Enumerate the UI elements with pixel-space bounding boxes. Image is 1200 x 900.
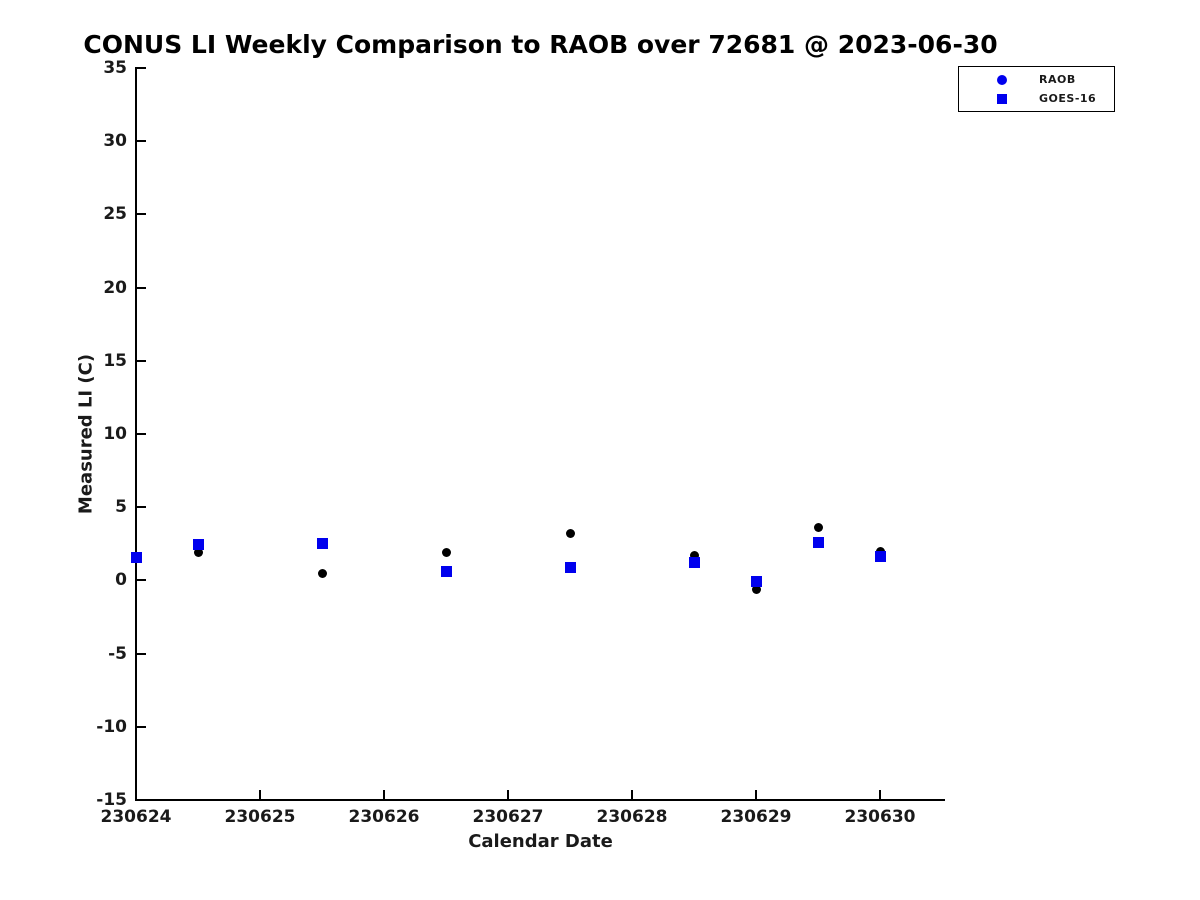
y-tick-mark bbox=[137, 67, 146, 69]
y-tick-mark bbox=[137, 579, 146, 582]
goes16-point bbox=[130, 552, 142, 564]
goes16-point bbox=[750, 576, 762, 588]
x-tick-mark bbox=[259, 790, 261, 799]
x-tick-label: 230626 bbox=[348, 807, 420, 827]
x-axis-line bbox=[135, 799, 945, 801]
raob-point bbox=[689, 551, 699, 560]
goes16-point bbox=[192, 539, 204, 551]
y-axis-label: Measured LI (C) bbox=[75, 353, 97, 515]
y-tick-label: 5 bbox=[115, 497, 127, 518]
y-tick-mark bbox=[137, 433, 146, 435]
circle-marker-icon bbox=[997, 75, 1007, 85]
legend-label: RAOB bbox=[1039, 73, 1076, 86]
y-axis-line bbox=[135, 67, 137, 801]
goes16-point bbox=[688, 557, 700, 569]
square-marker-icon bbox=[997, 94, 1007, 104]
legend-label: GOES-16 bbox=[1039, 92, 1097, 105]
y-tick-mark bbox=[137, 799, 146, 801]
x-tick-label: 230625 bbox=[224, 807, 296, 827]
y-tick-mark bbox=[137, 359, 146, 362]
y-tick-label: 35 bbox=[103, 58, 127, 78]
chart-title: CONUS LI Weekly Comparison to RAOB over … bbox=[83, 30, 998, 59]
y-tick-label: -15 bbox=[96, 790, 127, 810]
raob-point bbox=[441, 548, 451, 558]
goes16-point bbox=[812, 536, 824, 548]
goes16-point bbox=[440, 566, 452, 578]
x-tick-label: 230630 bbox=[844, 807, 916, 827]
y-tick-mark bbox=[137, 286, 146, 289]
y-tick-mark bbox=[137, 506, 146, 509]
y-tick-label: -5 bbox=[108, 643, 127, 664]
y-tick-mark bbox=[137, 140, 146, 143]
goes16-point bbox=[874, 551, 886, 563]
raob-point bbox=[317, 568, 327, 578]
legend-item-goes16: GOES-16 bbox=[959, 89, 1114, 108]
raob-point bbox=[565, 529, 575, 539]
raob-point bbox=[875, 546, 885, 556]
raob-point bbox=[193, 548, 203, 558]
y-tick-mark bbox=[137, 725, 146, 728]
raob-point bbox=[751, 584, 761, 594]
x-tick-mark bbox=[135, 790, 137, 799]
y-tick-label: 10 bbox=[103, 424, 127, 444]
x-axis-label: Calendar Date bbox=[468, 831, 613, 852]
goes16-point bbox=[564, 561, 576, 573]
x-tick-label: 230629 bbox=[720, 807, 792, 827]
legend: RAOB GOES-16 bbox=[958, 66, 1115, 112]
y-tick-label: 30 bbox=[103, 131, 127, 152]
x-tick-mark bbox=[755, 790, 757, 799]
x-tick-mark bbox=[383, 790, 385, 799]
y-tick-label: -10 bbox=[96, 716, 127, 737]
legend-item-raob: RAOB bbox=[959, 70, 1114, 89]
x-tick-label: 230628 bbox=[596, 807, 668, 827]
y-tick-label: 20 bbox=[103, 277, 127, 298]
raob-point bbox=[813, 523, 823, 533]
y-tick-label: 15 bbox=[103, 350, 127, 371]
x-tick-mark bbox=[507, 790, 509, 799]
y-tick-mark bbox=[137, 652, 146, 655]
goes16-point bbox=[316, 538, 328, 550]
x-tick-mark bbox=[879, 790, 881, 799]
x-tick-label: 230627 bbox=[472, 807, 544, 827]
x-tick-label: 230624 bbox=[100, 807, 172, 827]
y-tick-label: 25 bbox=[103, 204, 127, 225]
y-tick-mark bbox=[137, 213, 146, 216]
x-tick-mark bbox=[631, 790, 633, 799]
plot-area bbox=[136, 68, 945, 800]
y-tick-label: 0 bbox=[115, 570, 127, 591]
